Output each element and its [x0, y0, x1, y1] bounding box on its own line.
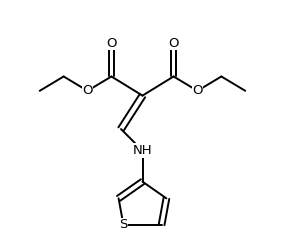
Text: O: O [192, 84, 203, 97]
Text: O: O [106, 37, 117, 49]
Text: O: O [168, 37, 179, 49]
Text: S: S [119, 218, 128, 231]
Text: O: O [82, 84, 93, 97]
Text: NH: NH [133, 144, 152, 157]
